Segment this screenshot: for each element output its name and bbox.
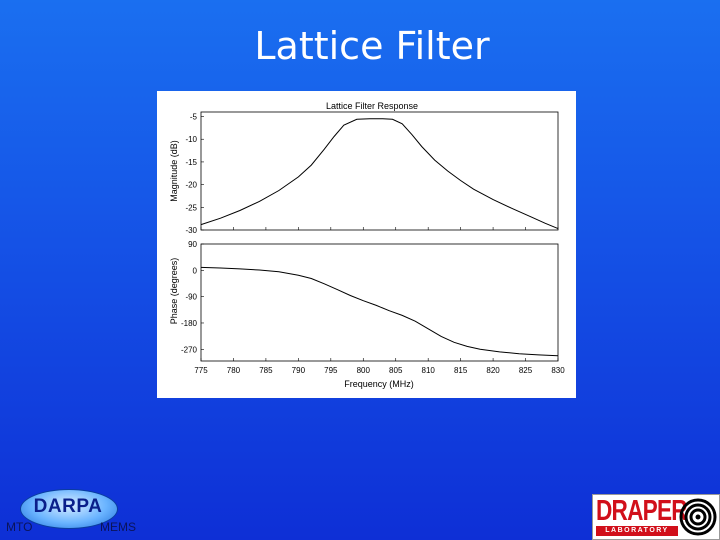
x-tick-label: 810 (422, 366, 436, 375)
draper-laboratory-label: LABORATORY (596, 526, 678, 536)
magnitude-series-line (200, 118, 559, 230)
mto-label: MTO (6, 520, 33, 534)
phase-y-ticks: 90 0 -90 -180 -270 (181, 240, 204, 354)
magnitude-y-tick-label: -5 (190, 113, 198, 122)
x-tick-label: 775 (194, 366, 208, 375)
phase-series-line (200, 266, 559, 357)
magnitude-y-label: Magnitude (dB) (169, 140, 179, 202)
x-ticks: 775 780 785 790 795 800 805 810 815 820 825 830 (194, 227, 565, 375)
magnitude-y-tick-label: -20 (185, 181, 197, 190)
x-tick-label: 800 (357, 366, 371, 375)
phase-y-tick-label: -270 (181, 345, 198, 354)
x-tick-label: 825 (519, 366, 533, 375)
x-tick-label: 785 (259, 366, 273, 375)
x-tick-label: 780 (227, 366, 241, 375)
x-tick-label: 805 (389, 366, 403, 375)
x-tick-label: 790 (292, 366, 306, 375)
x-tick-label: 830 (551, 366, 565, 375)
magnitude-y-tick-label: -30 (185, 226, 197, 235)
darpa-globe-icon (20, 489, 118, 529)
figure-title: Lattice Filter Response (326, 101, 418, 111)
phase-y-tick-label: -180 (181, 319, 198, 328)
magnitude-y-tick-label: -25 (185, 203, 197, 212)
magnitude-y-ticks: -5 -10 -15 -20 -25 -30 (185, 113, 204, 235)
phase-y-tick-label: 90 (188, 240, 197, 249)
phase-y-label: Phase (degrees) (169, 258, 179, 325)
x-axis-label: Frequency (MHz) (344, 379, 414, 389)
target-icon (679, 498, 717, 536)
magnitude-axes-frame (200, 111, 559, 231)
filter-response-figure: Lattice Filter Response Magnitude (dB) P… (157, 91, 576, 398)
x-tick-label: 820 (486, 366, 500, 375)
draper-wordmark: DRAPER (596, 495, 688, 527)
darpa-wordmark: DARPA (33, 496, 103, 517)
darpa-logo: DARPA MTO MEMS (0, 484, 150, 540)
filter-response-plot: Lattice Filter Response Magnitude (dB) P… (169, 101, 565, 389)
x-tick-label: 815 (454, 366, 468, 375)
mems-label: MEMS (100, 520, 136, 534)
x-tick-label: 795 (324, 366, 338, 375)
phase-axes-frame (200, 243, 559, 362)
draper-logo: DRAPER LABORATORY (592, 494, 720, 540)
slide-title: Lattice Filter (254, 24, 490, 68)
phase-y-tick-label: 0 (193, 266, 198, 275)
magnitude-y-tick-label: -10 (185, 135, 197, 144)
magnitude-y-tick-label: -15 (185, 158, 197, 167)
phase-y-tick-label: -90 (185, 293, 197, 302)
